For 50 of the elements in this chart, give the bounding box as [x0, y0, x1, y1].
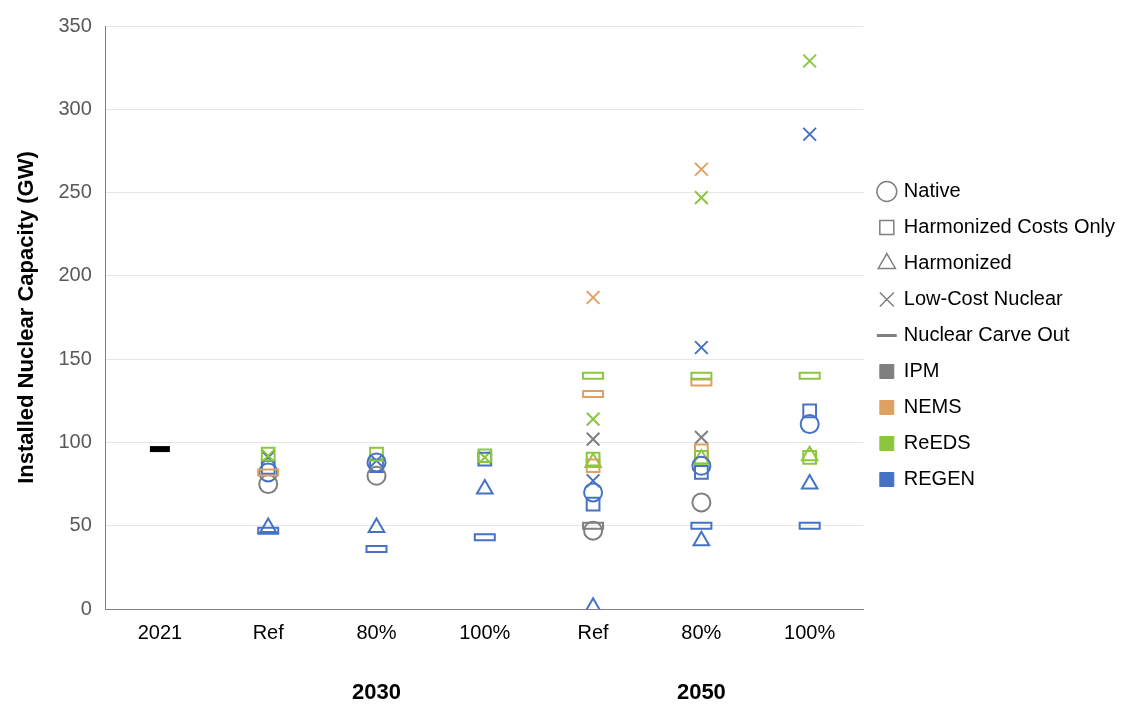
legend-label: ReEDS — [903, 431, 971, 454]
point — [802, 126, 818, 142]
text: 2030 — [352, 679, 401, 705]
point — [258, 462, 279, 483]
point — [802, 403, 818, 419]
y-tick-label: 150 — [58, 346, 92, 369]
x-tick-label: 100% — [459, 620, 511, 643]
y-tick-label: 300 — [58, 96, 92, 119]
point — [585, 431, 601, 447]
point — [694, 443, 709, 459]
x-tick-label: Ref — [577, 620, 610, 643]
x-tick-label: 2021 — [137, 620, 183, 643]
point — [694, 161, 709, 177]
legend-label: NEMS — [903, 395, 962, 418]
legend-label: REGEN — [903, 467, 975, 490]
y-tick-label: 200 — [58, 263, 92, 286]
legend-label: Harmonized — [903, 251, 1012, 274]
x-tick-label: 80% — [681, 620, 722, 643]
legend-label: IPM — [903, 359, 940, 382]
point — [802, 450, 818, 465]
point — [694, 340, 709, 355]
x-tick-label: Ref — [252, 620, 285, 643]
legend-label: Low-Cost Nuclear — [903, 287, 1064, 310]
point — [799, 414, 820, 435]
point — [802, 53, 818, 69]
x-tick-label: 100% — [784, 620, 836, 643]
y-tick-label: 250 — [58, 180, 92, 203]
y-tick-label: 50 — [69, 513, 92, 536]
y-tick-label: 0 — [80, 596, 92, 619]
y-axis-title: Installed Nuclear Capacity (GW) — [13, 151, 39, 484]
point — [585, 473, 601, 489]
y-tick-label: 350 — [58, 13, 92, 36]
text: 2050 — [676, 679, 726, 705]
x-tick-label: 80% — [356, 620, 397, 643]
legend-label: Native — [903, 179, 961, 202]
point — [258, 474, 279, 495]
y-tick-label: 100 — [58, 429, 92, 452]
point — [694, 190, 709, 205]
point — [583, 482, 604, 503]
point — [583, 520, 604, 541]
point — [585, 411, 601, 427]
point — [694, 430, 709, 445]
point — [691, 455, 712, 476]
point — [366, 465, 387, 486]
legend-label: Nuclear Carve Out — [903, 323, 1070, 346]
point — [585, 458, 601, 474]
point — [585, 496, 601, 512]
point — [585, 290, 601, 305]
legend-label: Harmonized Costs Only — [903, 215, 1116, 238]
point — [691, 492, 712, 513]
